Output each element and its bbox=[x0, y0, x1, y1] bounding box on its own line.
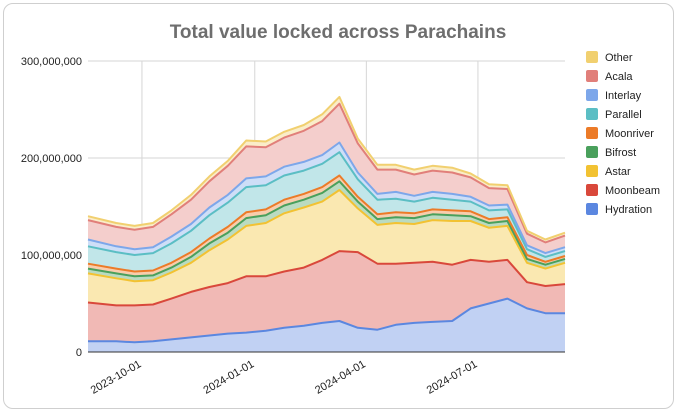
legend-swatch-other bbox=[586, 51, 598, 63]
legend-label-moonriver: Moonriver bbox=[605, 128, 654, 140]
legend-label-other: Other bbox=[605, 52, 633, 64]
chart-title: Total value locked across Parachains bbox=[170, 22, 507, 43]
line-bifrost bbox=[87, 180, 566, 278]
legend-label-bifrost: Bifrost bbox=[605, 147, 636, 159]
legend-label-moonbeam: Moonbeam bbox=[605, 185, 660, 197]
line-moonbeam bbox=[87, 250, 566, 307]
legend-label-interlay: Interlay bbox=[605, 90, 642, 102]
y-tick-label: 200,000,000 bbox=[21, 153, 82, 165]
legend-label-hydration: Hydration bbox=[605, 204, 652, 216]
legend: Other Acala Interlay Parallel Moonriver Bifro… bbox=[586, 51, 660, 216]
x-tick-label: 2024-04-01 bbox=[313, 358, 368, 397]
line-acala bbox=[87, 102, 566, 244]
legend-swatch-acala bbox=[586, 70, 598, 82]
legend-swatch-astar bbox=[586, 165, 598, 177]
legend-swatch-bifrost bbox=[586, 146, 598, 158]
legend-swatch-moonriver bbox=[586, 127, 598, 139]
line-hydration bbox=[88, 297, 565, 344]
line-interlay bbox=[87, 141, 566, 255]
line-parallel bbox=[87, 151, 566, 258]
legend-label-parallel: Parallel bbox=[605, 109, 642, 121]
x-tick-label: 2024-01-01 bbox=[202, 358, 257, 397]
legend-label-acala: Acala bbox=[605, 71, 633, 83]
line-moonriver bbox=[87, 174, 566, 273]
x-tick-label: 2024-07-01 bbox=[425, 358, 480, 397]
legend-label-astar: Astar bbox=[605, 166, 631, 178]
line-other bbox=[87, 95, 566, 241]
y-tick-label: 0 bbox=[76, 347, 82, 359]
legend-swatch-moonbeam bbox=[586, 184, 598, 196]
y-tick-label: 100,000,000 bbox=[21, 250, 82, 262]
area-parallel bbox=[88, 152, 565, 272]
legend-swatch-parallel bbox=[586, 108, 598, 120]
area-astar bbox=[88, 190, 565, 306]
x-tick-label: 2023-10-01 bbox=[89, 358, 144, 397]
area-interlay bbox=[88, 142, 565, 257]
series-lines bbox=[87, 95, 566, 344]
legend-swatch-hydration bbox=[586, 203, 598, 215]
area-hydration bbox=[88, 298, 565, 352]
y-tick-label: 300,000,000 bbox=[21, 56, 82, 68]
legend-swatch-interlay bbox=[586, 89, 598, 101]
line-astar bbox=[87, 189, 566, 283]
area-moonbeam bbox=[88, 251, 565, 343]
series-areas bbox=[88, 96, 565, 352]
area-acala bbox=[88, 103, 565, 254]
area-other bbox=[88, 96, 565, 243]
